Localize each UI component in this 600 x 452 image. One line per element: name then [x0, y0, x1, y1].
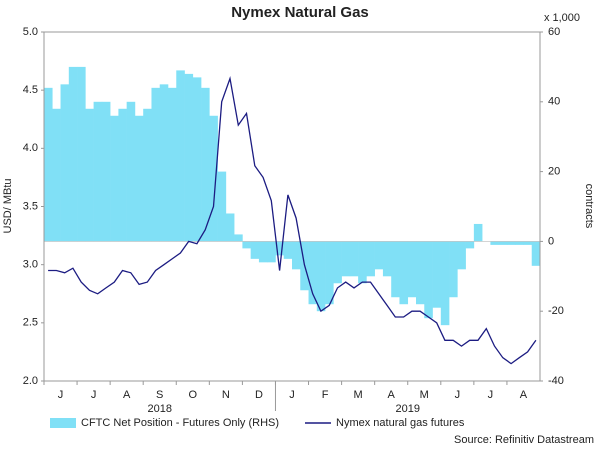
bar: [374, 241, 384, 270]
bar: [424, 241, 433, 319]
bar: [159, 84, 169, 242]
bar: [77, 66, 86, 242]
bar: [325, 241, 334, 305]
bar: [68, 66, 78, 242]
bar: [250, 241, 260, 259]
y2-tick-label: -20: [548, 305, 564, 317]
bar: [399, 241, 409, 305]
bar: [126, 101, 136, 242]
x-tick-label: J: [455, 389, 461, 401]
bar: [192, 77, 202, 242]
bar: [531, 241, 541, 266]
bar: [366, 241, 375, 277]
bar: [292, 241, 301, 270]
bar: [407, 241, 417, 298]
bar: [93, 101, 103, 242]
bar: [358, 241, 367, 284]
bar: [506, 241, 516, 245]
bar: [523, 241, 533, 245]
year-label: 2018: [147, 403, 171, 415]
bar: [465, 241, 475, 249]
bar: [382, 241, 392, 277]
bar: [473, 223, 483, 242]
bar: [391, 241, 400, 298]
bar: [349, 241, 359, 277]
y2-tick-label: 40: [548, 96, 560, 108]
y2-tick-label: -40: [548, 375, 564, 387]
bar: [440, 241, 450, 326]
bar: [143, 108, 152, 242]
x-tick-label: M: [354, 389, 363, 401]
y-tick-label: 4.5: [23, 84, 38, 96]
chart-title: Nymex Natural Gas: [231, 4, 369, 21]
bar: [316, 241, 326, 312]
bar: [283, 241, 293, 259]
bar: [341, 241, 351, 277]
bar: [490, 241, 499, 245]
bar: [258, 241, 268, 263]
bar: [449, 241, 458, 298]
bar: [209, 115, 218, 242]
bar: [184, 73, 194, 242]
bar: [151, 87, 161, 242]
x-tick-label: J: [289, 389, 295, 401]
x-tick-label: N: [222, 389, 230, 401]
bar: [217, 171, 227, 242]
bar: [201, 87, 210, 242]
legend-label: Nymex natural gas futures: [336, 417, 465, 429]
bar: [134, 115, 144, 242]
bar: [52, 108, 61, 242]
bar: [416, 241, 425, 305]
bar: [225, 213, 235, 242]
x-tick-label: M: [420, 389, 429, 401]
bar: [242, 241, 251, 249]
x-tick-label: A: [520, 389, 528, 401]
x-tick-label: J: [488, 389, 494, 401]
bar: [101, 101, 111, 242]
bar: [333, 241, 342, 284]
x-tick-label: A: [388, 389, 396, 401]
y-tick-label: 3.5: [23, 200, 38, 212]
y2-unit: x 1,000: [544, 12, 580, 24]
legend-swatch: [50, 418, 76, 428]
y-tick-label: 4.0: [23, 142, 38, 154]
bar: [498, 241, 508, 245]
x-tick-label: J: [91, 389, 97, 401]
bar: [44, 87, 53, 242]
bar: [110, 115, 119, 242]
legend-label: CFTC Net Position - Futures Only (RHS): [81, 417, 279, 429]
bar: [168, 87, 177, 242]
y-axis-label: USD/ MBtu: [2, 178, 14, 233]
bar: [118, 108, 127, 242]
x-tick-label: D: [255, 389, 263, 401]
x-tick-label: S: [156, 389, 163, 401]
bar: [267, 241, 276, 263]
x-tick-label: O: [189, 389, 198, 401]
y-tick-label: 5.0: [23, 26, 38, 38]
bar: [85, 108, 94, 242]
year-label: 2019: [395, 403, 419, 415]
bar: [457, 241, 466, 270]
bar: [308, 241, 318, 305]
bar: [515, 241, 524, 245]
y2-tick-label: 0: [548, 235, 554, 247]
y2-axis-label: contracts: [583, 184, 595, 229]
bar: [176, 70, 185, 242]
x-tick-label: A: [123, 389, 131, 401]
line: [48, 75, 537, 365]
source: Source: Refinitiv Datastream: [454, 434, 594, 446]
x-tick-label: F: [322, 389, 329, 401]
bar: [234, 234, 243, 242]
y2-tick-label: 20: [548, 166, 560, 178]
y-tick-label: 2.5: [23, 317, 38, 329]
x-tick-label: J: [58, 389, 64, 401]
y-tick-label: 2.0: [23, 375, 38, 387]
bar: [275, 241, 285, 256]
y-tick-label: 3.0: [23, 259, 38, 271]
bar: [60, 84, 70, 242]
bar: [432, 241, 442, 308]
y2-tick-label: 60: [548, 26, 560, 38]
